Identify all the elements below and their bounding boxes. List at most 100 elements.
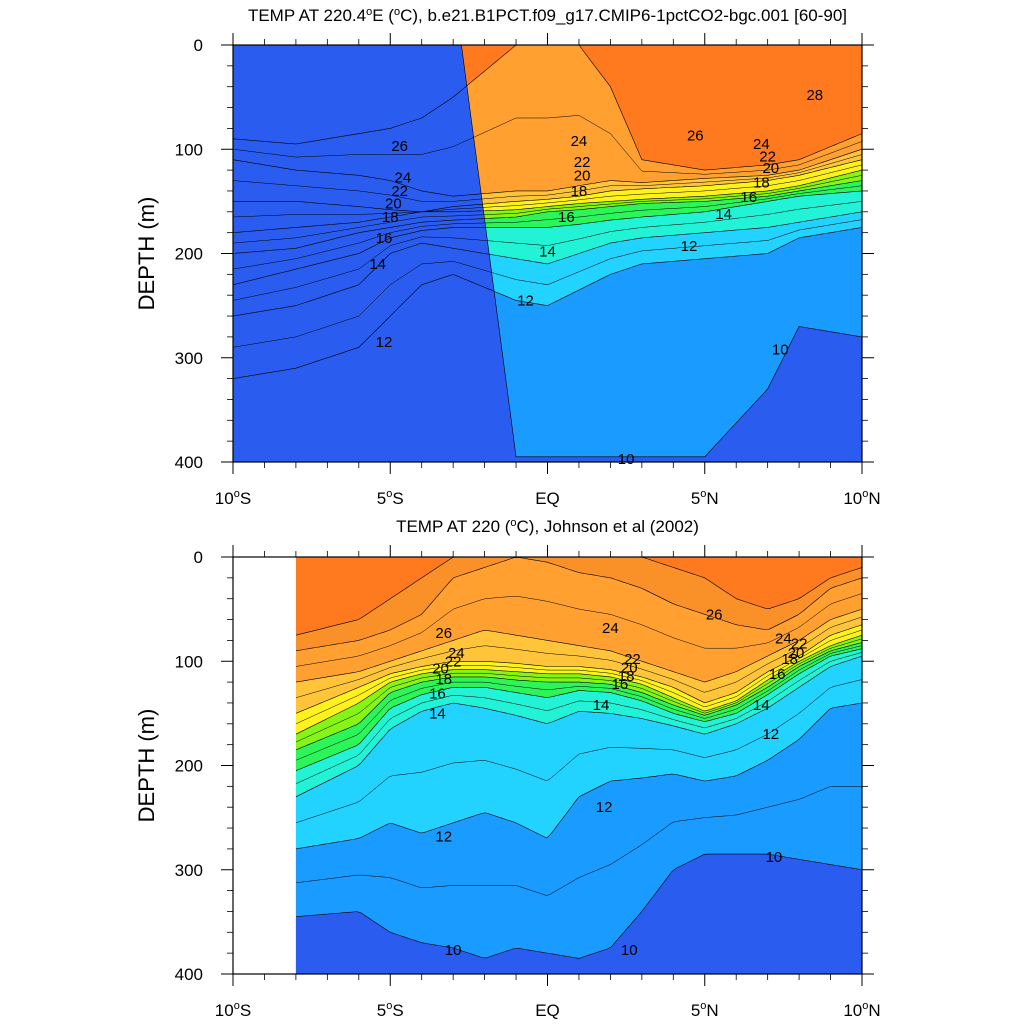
- x-tick-label: EQ: [535, 489, 560, 508]
- contour-label: 12: [517, 292, 534, 309]
- contour-label: 12: [596, 799, 613, 816]
- contour-label: 26: [435, 625, 452, 642]
- isotherm-10: [295, 853, 862, 959]
- y-axis-label: DEPTH (m): [134, 197, 159, 311]
- contour-label: 10: [445, 942, 462, 959]
- contour-label: 22: [624, 651, 641, 668]
- y-tick-label: 0: [194, 548, 203, 567]
- contour-label: 14: [429, 705, 446, 722]
- contour-label: 22: [445, 653, 462, 670]
- contour-label: 16: [429, 686, 446, 703]
- isotherm-18: [233, 180, 862, 254]
- isotherm-19: [233, 175, 862, 244]
- contour-label: 10: [772, 341, 789, 358]
- isotherm-17: [233, 185, 862, 270]
- isotherm-15: [295, 652, 862, 784]
- isotherm-24: [233, 149, 862, 197]
- contour-label: 24: [775, 630, 792, 647]
- isotherm-12: [295, 702, 862, 850]
- contour-label: 26: [391, 138, 408, 155]
- contour-label: 20: [621, 660, 638, 677]
- isotherm-27: [295, 557, 862, 636]
- x-tick-label: EQ: [535, 1001, 560, 1020]
- contour-label: 20: [432, 661, 449, 678]
- isotherm-16: [233, 190, 862, 286]
- contour-label: 28: [806, 87, 823, 104]
- y-tick-label: 200: [175, 757, 203, 776]
- isotherm-26: [233, 45, 862, 171]
- y-tick-label: 0: [194, 36, 203, 55]
- isotherm-21: [295, 629, 862, 725]
- contour-label: 10: [766, 849, 783, 866]
- contour-label: 14: [753, 697, 770, 714]
- isotherm-15: [233, 201, 862, 301]
- y-tick-label: 100: [175, 140, 203, 159]
- isotherm-20: [295, 634, 862, 735]
- x-tick-label: 5oN: [691, 488, 719, 508]
- contour-label: 20: [574, 167, 591, 184]
- contour-label: 14: [593, 697, 610, 714]
- isotherm-13: [295, 679, 862, 824]
- contour-label: 14: [539, 243, 556, 260]
- contour-label: 26: [706, 606, 723, 623]
- y-tick-label: 400: [175, 965, 203, 984]
- y-tick-label: 200: [175, 245, 203, 264]
- contour-label: 20: [788, 645, 805, 662]
- contour-label: 14: [715, 206, 732, 223]
- contour-label: 24: [571, 133, 588, 150]
- contour-label: 24: [448, 645, 465, 662]
- contour-label: 26: [687, 128, 704, 145]
- y-tick-label: 300: [175, 861, 203, 880]
- isotherm-20: [233, 169, 862, 233]
- contour-label: 16: [769, 666, 786, 683]
- contour-label: 22: [791, 636, 808, 653]
- x-axis: 10oS 5oS EQ 5oN 10oN: [215, 33, 881, 508]
- isotherm-18: [295, 642, 862, 751]
- isotherm-12: [233, 227, 862, 379]
- y-axis: 0 100 200 300 400: [175, 548, 874, 984]
- contour-band-9: [233, 45, 862, 462]
- isotherm-13: [233, 219, 862, 348]
- isotherm-17: [295, 645, 862, 761]
- contour-label: 18: [781, 651, 798, 668]
- contour-lines: [295, 557, 862, 959]
- isotherm-26: [295, 557, 862, 652]
- isotherm-11: [295, 786, 862, 896]
- contour-label: 16: [558, 209, 575, 226]
- contour-label: 12: [762, 726, 779, 743]
- panel-model: TEMP AT 220.4oE (oC), b.e21.B1PCT.f09_g1…: [134, 6, 881, 508]
- isotherm-14: [233, 211, 862, 317]
- contour-label: 18: [753, 175, 770, 192]
- isotherm-25: [295, 593, 862, 667]
- chart-title: TEMP AT 220.4oE (oC), b.e21.B1PCT.f09_g1…: [248, 6, 847, 25]
- x-tick-label: 10oN: [843, 1000, 880, 1020]
- chart-title: TEMP AT 220 (oC), Johnson et al (2002): [396, 517, 699, 536]
- contour-label: 16: [611, 676, 628, 693]
- isotherm-16: [295, 648, 862, 771]
- contour-label: 18: [382, 209, 399, 226]
- x-tick-label: 10oS: [215, 1000, 251, 1020]
- isotherm-23: [233, 154, 862, 202]
- contour-label: 16: [376, 230, 393, 247]
- contour-label: 24: [753, 136, 770, 153]
- isotherm-23: [295, 616, 862, 698]
- x-tick-label: 5oS: [377, 488, 404, 508]
- y-axis-label: DEPTH (m): [134, 709, 159, 823]
- contour-label: 10: [621, 942, 638, 959]
- contour-label: 12: [435, 828, 452, 845]
- contour-label: 18: [435, 671, 452, 688]
- contour-fills: [295, 557, 862, 974]
- isotherm-22: [295, 624, 862, 714]
- contour-fills: [233, 45, 862, 462]
- isotherm-22: [233, 159, 862, 213]
- contour-label: 14: [369, 256, 386, 273]
- y-axis: 0 100 200 300 400: [175, 36, 874, 472]
- isotherm-24: [295, 608, 862, 683]
- contour-label: 22: [391, 183, 408, 200]
- contour-lines: [233, 45, 862, 458]
- contour-band-9: [295, 854, 862, 974]
- contour-label: 10: [618, 451, 635, 468]
- contour-label: 18: [571, 183, 588, 200]
